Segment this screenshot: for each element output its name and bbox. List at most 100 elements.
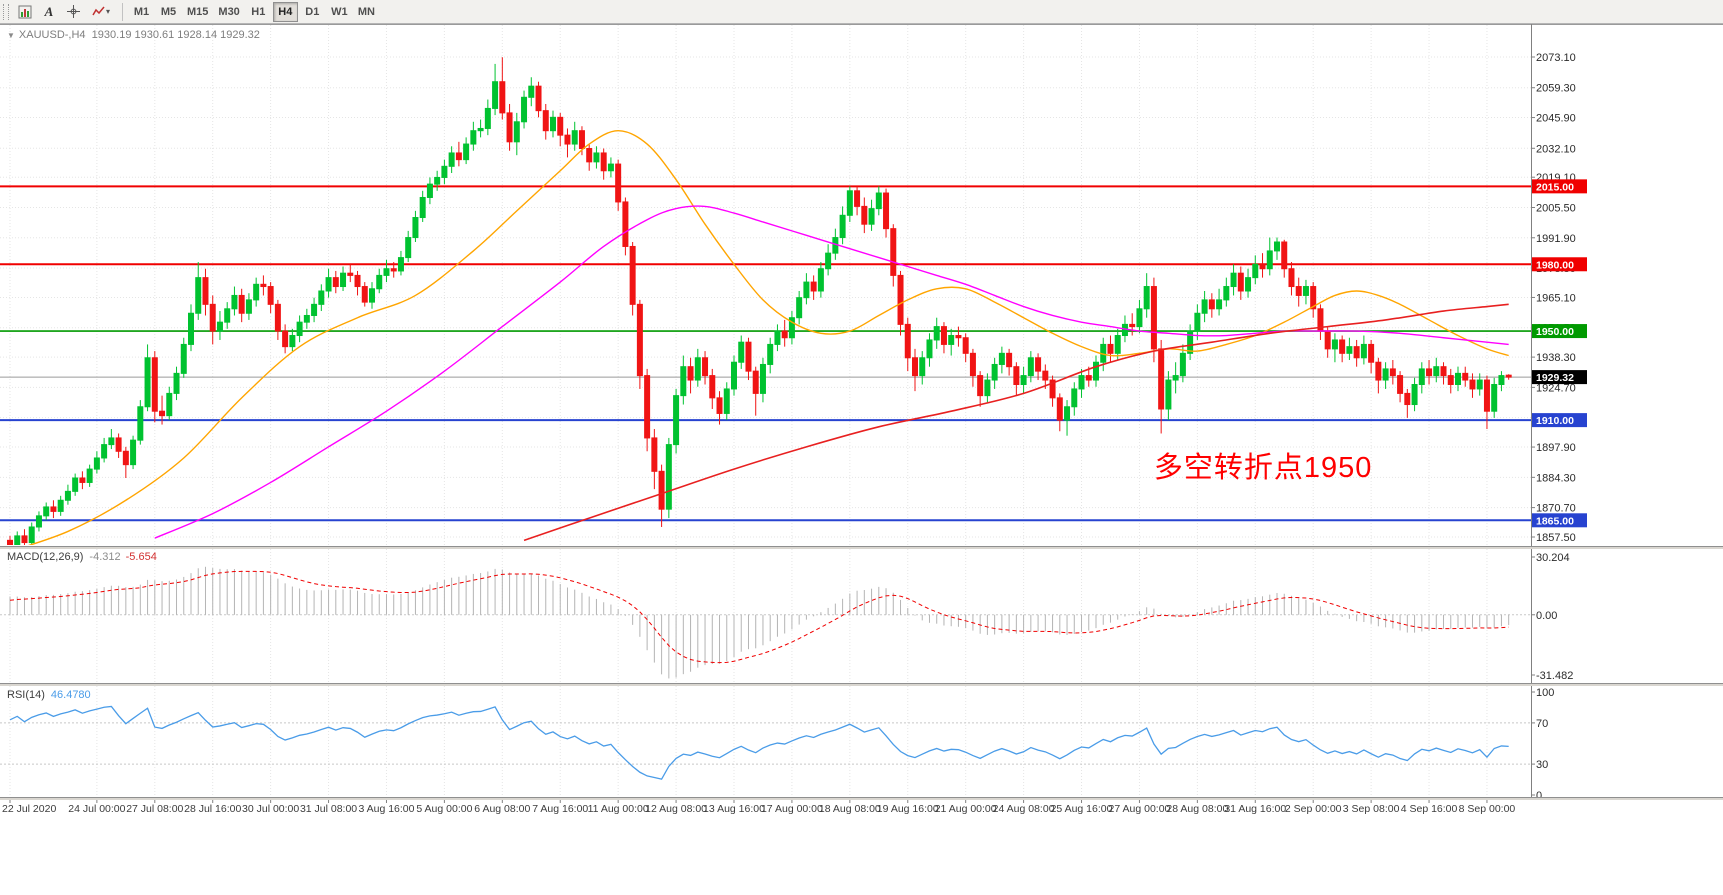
time-axis-label: 12 Aug 08:00 [645,803,707,815]
price-axis-label: 1857.50 [1536,532,1576,544]
mini-chart-icon[interactable] [13,2,37,22]
text-tool-button[interactable]: A [37,2,61,22]
crosshair-icon [66,5,80,18]
price-axis-label: 1938.30 [1536,352,1576,364]
price-badge-label: 1865.00 [1536,515,1574,527]
macd-signal-line [9,570,1509,664]
chart-bottom-border[interactable] [0,797,1723,800]
rsi-axis-label: 30 [1536,759,1548,771]
ma-mid-line [154,205,1509,539]
price-axis-label: 1991.90 [1536,233,1576,245]
ma-slow-line [523,303,1509,542]
symbol-name: XAUUSD-,H4 [18,29,86,41]
macd-axis-label: 0.00 [1536,610,1557,622]
indicators-button[interactable]: ▾ [85,2,117,22]
time-axis-label: 28 Aug 08:00 [1166,803,1228,815]
chart-annotation-text[interactable]: 多空转折点1950 [1153,451,1373,484]
price-axis-label: 2073.10 [1536,52,1576,64]
time-axis-label: 24 Aug 08:00 [993,803,1055,815]
splitter-main-macd[interactable] [0,546,1723,549]
price-badge-label: 1929.32 [1536,372,1574,384]
rsi-layer [0,705,1531,780]
price-axis-label: 1897.90 [1536,442,1576,454]
toolbar-grip[interactable] [3,3,9,20]
time-axis-label: 21 Aug 00:00 [935,803,997,815]
time-axis-label: 18 Aug 08:00 [819,803,881,815]
price-badge-label: 1950.00 [1536,326,1574,338]
text-tool-icon: A [44,3,54,19]
time-axis-label: 17 Aug 00:00 [761,803,823,815]
timeframe-h1-button[interactable]: H1 [246,2,271,22]
time-axis-label: 5 Aug 00:00 [416,803,472,815]
price-axis-label: 2045.90 [1536,113,1576,125]
price-badge-label: 2015.00 [1536,181,1574,193]
timeframe-h4-button[interactable]: H4 [272,1,298,22]
price-badge [1532,413,1587,428]
price-badge-label: 1980.00 [1536,259,1574,271]
indicators-icon [92,6,105,16]
macd-axis-label: 30.204 [1536,552,1570,564]
timeframe-d1-button[interactable]: D1 [300,2,325,22]
time-axis-label: 2 Sep 00:00 [1285,803,1342,815]
macd-title: MACD(12,26,9) [7,551,84,563]
price-chart-canvas[interactable]: 2073.102059.302045.902032.102019.102005.… [0,24,1723,895]
time-axis-label: 31 Aug 16:00 [1224,803,1286,815]
rsi-title: RSI(14) [7,689,45,701]
rsi-value: 46.4780 [50,689,91,701]
macd-signal-value: -5.654 [125,551,157,563]
price-badge [1532,324,1587,339]
time-axis-label: 25 Aug 16:00 [1051,803,1113,815]
rsi-axis-label: 100 [1536,687,1554,699]
moving-averages-layer [28,129,1509,545]
rsi-line [9,705,1509,780]
price-axis-label: 2032.10 [1536,143,1576,155]
macd-axis-label: -31.482 [1536,670,1573,682]
symbol-header[interactable]: ▼ XAUUSD-,H4 1930.19 1930.61 1928.14 1929… [7,29,260,41]
crosshair-button[interactable] [61,2,85,22]
price-axis-label: 2059.30 [1536,83,1576,95]
toolbar-separator [122,2,123,21]
rsi-axis-label: 0 [1536,790,1542,802]
timeframe-m15-button[interactable]: M15 [183,2,212,22]
splitter-macd-rsi[interactable] [0,683,1723,686]
timeframe-m5-button[interactable]: M5 [156,2,181,22]
collapse-caret-icon[interactable]: ▼ [7,31,15,40]
price-axis-label: 1870.70 [1536,503,1576,515]
macd-header: MACD(12,26,9) -4.312 -5.654 [7,551,157,563]
timeframe-mn-button[interactable]: MN [354,2,379,22]
time-axis-label: 27 Jul 08:00 [126,803,183,815]
price-badge [1532,370,1587,385]
timeframe-m30-button[interactable]: M30 [214,2,243,22]
rsi-axis-label: 70 [1536,718,1548,730]
mini-chart-glyph [18,5,32,18]
time-axis-label: 3 Sep 08:00 [1343,803,1400,815]
time-axis-label: 13 Aug 16:00 [703,803,765,815]
time-axis-label: 3 Aug 16:00 [358,803,414,815]
macd-layer [0,566,1531,679]
time-axis-label: 28 Jul 16:00 [184,803,241,815]
price-axis-label: 1884.30 [1536,472,1576,484]
time-axis-label: 11 Aug 00:00 [588,803,649,815]
price-badge [1532,513,1587,528]
chart-area[interactable]: 2073.10 2059.30 2045.90 2032.10 2019.10 2005.… [0,24,1723,895]
time-axis-label: 22 Jul 2020 [2,803,56,815]
price-badge [1532,257,1587,272]
axis-badges-layer: 2015.00 1980.00 1950.00 1910.00 1865.00 1929.… [1532,179,1587,528]
price-axis-label: 1965.10 [1536,292,1576,304]
price-axis-label: 2005.50 [1536,203,1576,215]
ma-fast-line [28,129,1509,545]
toolbar: A ▾ M1 M5 M15 M30 H1 H4 D1 W1 MN [0,0,1723,24]
timeframe-w1-button[interactable]: W1 [327,2,352,22]
candles-layer [7,57,1512,545]
price-axis-label: 1924.70 [1536,382,1576,394]
price-badge-label: 1910.00 [1536,415,1574,427]
time-axis-label: 24 Jul 00:00 [68,803,125,815]
time-axis-label: 6 Aug 08:00 [474,803,530,815]
time-axis-label: 19 Aug 16:00 [877,803,939,815]
time-axis-label: 31 Jul 08:00 [300,803,357,815]
price-badge [1532,179,1587,194]
timeframe-m1-button[interactable]: M1 [129,2,154,22]
time-axis-label: 30 Jul 00:00 [242,803,299,815]
macd-main-value: -4.312 [89,551,121,563]
